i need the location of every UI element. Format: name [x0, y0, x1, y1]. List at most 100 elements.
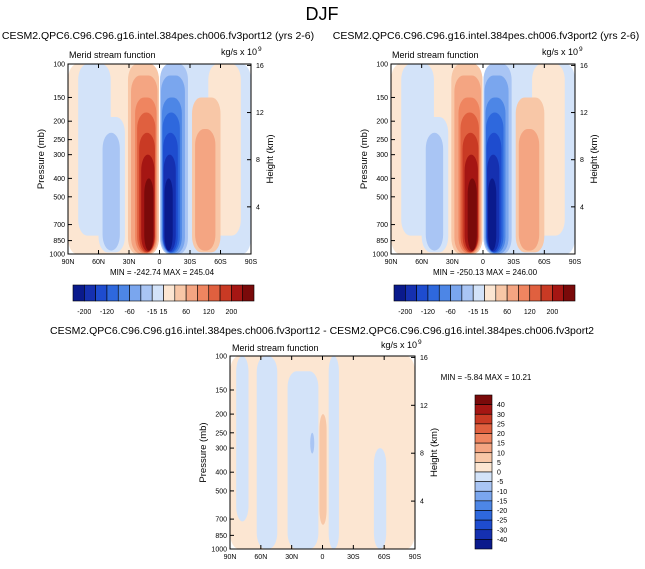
- colorbar-swatch: [197, 284, 210, 302]
- yr-tick-label: 8: [420, 451, 424, 458]
- chart-panel-1: 90N 60N 30N 0 30S 60S 90S 100 150 200 250 300 400 500…: [2, 30, 314, 316]
- colorbar-label: -25: [497, 518, 507, 525]
- colorbar-swatch: [95, 284, 108, 302]
- colorbar-swatch: [174, 284, 187, 302]
- y-tick-label: 200: [376, 119, 388, 126]
- x-tick-label: 30N: [123, 259, 136, 266]
- colorbar-swatch: [484, 284, 497, 302]
- chart-panel-3: 90N 60N 30N 0 30S 60S 90S100150200250300400500…: [50, 325, 594, 561]
- colorbar-swatch: [474, 529, 493, 540]
- yr-tick-label: 4: [420, 499, 424, 506]
- x-tick-label: 90S: [409, 554, 422, 561]
- colorbar-swatch: [563, 284, 576, 302]
- colorbar-label: -5: [497, 479, 503, 486]
- colorbar-swatch: [474, 452, 493, 463]
- yr-tick-label: 8: [256, 157, 260, 164]
- x-tick-label: 60S: [538, 259, 551, 266]
- contour-region: [164, 178, 173, 251]
- contour-region: [518, 129, 540, 251]
- colorbar-swatch: [140, 284, 153, 302]
- min-max-label: MIN = -5.84 MAX = 10.21: [441, 373, 532, 382]
- y-tick-label: 500: [376, 194, 388, 201]
- y-tick-label: 100: [215, 354, 227, 361]
- y-tick-label: 1000: [211, 547, 227, 554]
- yr-tick-label: 16: [420, 355, 428, 362]
- contour-field: [391, 64, 575, 254]
- contour-field: [68, 64, 251, 254]
- y-axis-label: Pressure (mb): [36, 129, 47, 189]
- yr-tick-label: 12: [420, 403, 428, 410]
- x-tick-label: 30S: [347, 554, 360, 561]
- y-tick-label: 700: [215, 517, 227, 524]
- colorbar-label: 5: [497, 460, 501, 467]
- panel-title: CESM2.QPC6.C96.C96.g16.intel.384pes.ch00…: [2, 30, 314, 42]
- colorbar-label: 120: [524, 309, 536, 316]
- colorbar-swatch: [552, 284, 564, 302]
- y-tick-label: 300: [53, 152, 65, 159]
- colorbar-swatch: [393, 284, 406, 302]
- y-tick-label: 400: [53, 176, 65, 183]
- y-axis-right-label: Height (km): [589, 134, 600, 183]
- colorbar-swatch: [529, 284, 542, 302]
- colorbar-swatch: [474, 404, 493, 415]
- contour-region: [373, 448, 387, 549]
- units-exponent: 9: [258, 46, 262, 53]
- yr-tick-label: 16: [256, 63, 264, 70]
- x-tick-label: 90N: [224, 554, 237, 561]
- y-tick-label: 1000: [49, 252, 65, 259]
- units-label: kg/s x 10: [221, 47, 257, 57]
- x-tick-label: 30N: [285, 554, 298, 561]
- min-max-label: MIN = -250.13 MAX = 246.00: [433, 268, 538, 277]
- x-tick-label: 30S: [507, 259, 520, 266]
- y-tick-label: 200: [53, 119, 65, 126]
- colorbar-swatch: [450, 284, 463, 302]
- y-tick-label: 850: [376, 238, 388, 245]
- x-tick-label: 90N: [385, 259, 398, 266]
- y-axis-right-label: Height (km): [265, 134, 276, 183]
- colorbar-label: 15: [481, 309, 489, 316]
- y-tick-label: 150: [53, 95, 65, 102]
- colorbar-label: -20: [497, 508, 507, 515]
- colorbar-swatch: [208, 284, 221, 302]
- x-tick-label: 60S: [214, 259, 227, 266]
- units-label: kg/s x 10: [381, 340, 417, 350]
- x-tick-label: 90S: [569, 259, 582, 266]
- x-tick-label: 90N: [62, 259, 75, 266]
- contour-region: [425, 132, 444, 251]
- x-tick-label: 60N: [254, 554, 267, 561]
- colorbar-swatch: [540, 284, 553, 302]
- colorbar-swatch: [472, 284, 485, 302]
- colorbar-swatch: [518, 284, 531, 302]
- panels: 90N 60N 30N 0 30S 60S 90S100150200250300400500…: [2, 30, 639, 561]
- y-tick-label: 100: [376, 62, 388, 69]
- colorbar-label: -200: [77, 309, 91, 316]
- colorbar-label: -15: [468, 309, 478, 316]
- colorbar-swatch: [117, 284, 130, 302]
- contour-region: [236, 356, 249, 522]
- colorbar-swatch: [474, 442, 493, 454]
- colorbar-swatch: [474, 471, 493, 482]
- colorbar-swatch: [474, 433, 493, 444]
- y-tick-label: 850: [215, 533, 227, 540]
- units-exponent: 9: [418, 339, 422, 346]
- colorbar-label: 40: [497, 402, 505, 409]
- y-tick-label: 200: [215, 412, 227, 419]
- colorbar-label: 200: [226, 309, 238, 316]
- colorbar-label: 120: [203, 309, 215, 316]
- colorbar-swatch: [151, 284, 164, 302]
- x-tick-label: 60N: [415, 259, 428, 266]
- contour-region: [319, 414, 327, 525]
- yr-tick-label: 12: [580, 110, 588, 117]
- y-tick-label: 400: [376, 176, 388, 183]
- colorbar-label: 10: [497, 450, 505, 457]
- contour-region: [287, 371, 319, 549]
- colorbar-label: 25: [497, 421, 505, 428]
- colorbar-swatch: [474, 413, 493, 425]
- contour-region: [102, 132, 120, 251]
- y-tick-label: 100: [53, 62, 65, 69]
- x-tick-label: 30S: [184, 259, 197, 266]
- units-label: kg/s x 10: [542, 47, 578, 57]
- yr-tick-label: 8: [580, 157, 584, 164]
- colorbar-label: -15: [497, 498, 507, 505]
- colorbar-swatch: [495, 284, 508, 302]
